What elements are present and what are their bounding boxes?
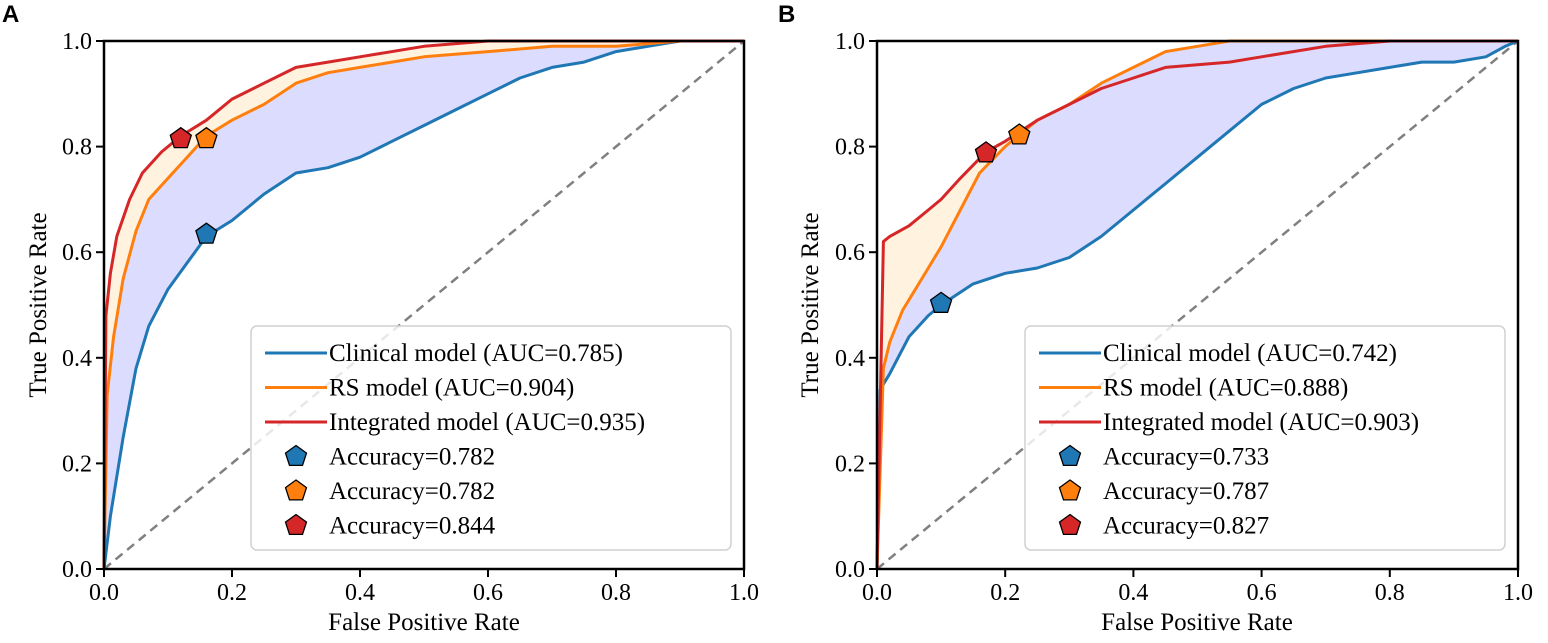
x-tick-label: 0.8 bbox=[601, 580, 631, 606]
accuracy-point-2 bbox=[169, 126, 193, 149]
x-axis-title: False Positive Rate bbox=[328, 609, 520, 636]
y-tick-label: 1.0 bbox=[62, 29, 92, 55]
x-tick-label: 1.0 bbox=[1503, 580, 1533, 606]
x-axis-title: False Positive Rate bbox=[1101, 609, 1293, 636]
x-tick-label: 0.0 bbox=[862, 580, 892, 606]
legend-box bbox=[1024, 325, 1506, 551]
legend-label: Integrated model (AUC=0.903) bbox=[1103, 409, 1419, 436]
legend-swatch-pentagon bbox=[284, 513, 308, 536]
y-tick-label: 0.2 bbox=[835, 451, 865, 477]
y-tick-label: 0.6 bbox=[62, 240, 92, 266]
y-axis-title: True Positive Rate bbox=[797, 212, 824, 397]
y-tick-label: 0.4 bbox=[62, 346, 92, 372]
legend-label: Clinical model (AUC=0.785) bbox=[329, 340, 623, 367]
chance-diagonal bbox=[103, 40, 745, 570]
x-tick-label: 1.0 bbox=[729, 580, 759, 606]
y-tick-label: 0.8 bbox=[62, 135, 92, 161]
panel-label: A bbox=[2, 1, 19, 28]
legend-swatch-pentagon bbox=[1058, 479, 1082, 501]
x-tick-label: 0.6 bbox=[473, 580, 503, 606]
panel-a: A 0.0 0.2 0.4 0.6 0.8 1.0 0.0 0.2 0.4 0.6 0.8 1.0 F… bbox=[2, 1, 759, 636]
legend-box bbox=[250, 325, 732, 551]
panel-label: B bbox=[778, 1, 795, 28]
legend-label: Accuracy=0.827 bbox=[1103, 513, 1269, 540]
legend-label: RS model (AUC=0.904) bbox=[329, 375, 574, 402]
plot-frame bbox=[102, 39, 746, 571]
roc-curve-0 bbox=[875, 39, 1519, 570]
x-tick-label: 0.0 bbox=[89, 580, 119, 606]
panel-b: B 0.0 0.2 0.4 0.6 0.8 1.0 0.0 0.2 0.4 0.6 0.8 1.0 F… bbox=[778, 1, 1533, 636]
x-tick-label: 0.4 bbox=[1118, 580, 1148, 606]
plot-frame bbox=[875, 39, 1520, 571]
legend-swatch-pentagon bbox=[284, 479, 308, 501]
accuracy-point-0 bbox=[195, 222, 218, 244]
legend-label: Integrated model (AUC=0.935) bbox=[329, 409, 645, 436]
y-tick-label: 0.4 bbox=[835, 346, 865, 372]
accuracy-point-1 bbox=[195, 126, 218, 149]
y-axis-title: True Positive Rate bbox=[25, 212, 52, 397]
legend-swatch-pentagon bbox=[1058, 444, 1082, 467]
shaded-region-clinical-rs bbox=[104, 41, 744, 569]
legend: Clinical model (AUC=0.742) RS model (AUC=… bbox=[1024, 325, 1506, 551]
x-tick-label: 0.4 bbox=[345, 580, 375, 606]
chance-diagonal bbox=[876, 40, 1519, 570]
x-tick-label: 0.6 bbox=[1247, 580, 1277, 606]
accuracy-point-2 bbox=[974, 141, 998, 163]
y-tick-label: 0.2 bbox=[62, 451, 92, 477]
legend: Clinical model (AUC=0.785) RS model (AUC=… bbox=[250, 325, 732, 551]
roc-curve-2 bbox=[875, 39, 1518, 570]
legend-label: Accuracy=0.782 bbox=[329, 478, 495, 505]
shaded-region-clinical-rs bbox=[877, 41, 1518, 569]
y-tick-label: 0.6 bbox=[835, 240, 865, 266]
legend-label: Accuracy=0.733 bbox=[1103, 444, 1269, 471]
legend-label: Accuracy=0.844 bbox=[329, 513, 496, 540]
x-tick-label: 0.8 bbox=[1375, 580, 1405, 606]
legend-swatch-pentagon bbox=[284, 444, 308, 467]
accuracy-point-0 bbox=[929, 291, 953, 313]
roc-curve-1 bbox=[102, 39, 744, 570]
legend-swatch-pentagon bbox=[1058, 513, 1082, 536]
y-tick-label: 1.0 bbox=[835, 29, 865, 55]
legend-label: RS model (AUC=0.888) bbox=[1103, 375, 1348, 402]
x-tick-label: 0.2 bbox=[217, 580, 247, 606]
x-tick-label: 0.2 bbox=[990, 580, 1020, 606]
y-tick-label: 0.0 bbox=[835, 557, 865, 583]
y-tick-label: 0.8 bbox=[835, 135, 865, 161]
y-tick-label: 0.0 bbox=[62, 557, 92, 583]
roc-curve-0 bbox=[102, 39, 744, 570]
legend-label: Accuracy=0.782 bbox=[329, 444, 495, 471]
accuracy-point-1 bbox=[1008, 123, 1031, 145]
legend-label: Accuracy=0.787 bbox=[1103, 478, 1269, 505]
legend-label: Clinical model (AUC=0.742) bbox=[1103, 340, 1397, 367]
